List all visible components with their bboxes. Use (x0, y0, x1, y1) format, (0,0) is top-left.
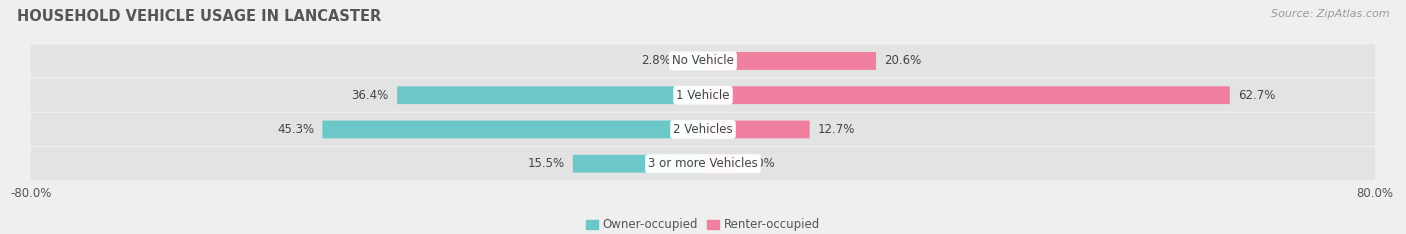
Text: 20.6%: 20.6% (884, 55, 922, 67)
Text: 62.7%: 62.7% (1239, 89, 1275, 102)
FancyBboxPatch shape (679, 52, 703, 70)
FancyBboxPatch shape (31, 44, 1375, 77)
FancyBboxPatch shape (703, 86, 1230, 104)
Text: 15.5%: 15.5% (527, 157, 564, 170)
FancyBboxPatch shape (703, 121, 810, 138)
FancyBboxPatch shape (31, 79, 1375, 112)
FancyBboxPatch shape (322, 121, 703, 138)
FancyBboxPatch shape (31, 113, 1375, 146)
Text: 45.3%: 45.3% (277, 123, 314, 136)
Text: Source: ZipAtlas.com: Source: ZipAtlas.com (1271, 9, 1389, 19)
FancyBboxPatch shape (396, 86, 703, 104)
FancyBboxPatch shape (572, 155, 703, 173)
Text: 3 or more Vehicles: 3 or more Vehicles (648, 157, 758, 170)
Text: No Vehicle: No Vehicle (672, 55, 734, 67)
Text: 2.8%: 2.8% (641, 55, 671, 67)
Text: 2 Vehicles: 2 Vehicles (673, 123, 733, 136)
Text: 1 Vehicle: 1 Vehicle (676, 89, 730, 102)
Legend: Owner-occupied, Renter-occupied: Owner-occupied, Renter-occupied (581, 214, 825, 234)
FancyBboxPatch shape (31, 147, 1375, 180)
FancyBboxPatch shape (703, 52, 876, 70)
Text: 36.4%: 36.4% (352, 89, 389, 102)
Text: 12.7%: 12.7% (818, 123, 855, 136)
FancyBboxPatch shape (703, 155, 737, 173)
Text: HOUSEHOLD VEHICLE USAGE IN LANCASTER: HOUSEHOLD VEHICLE USAGE IN LANCASTER (17, 9, 381, 24)
Text: 4.0%: 4.0% (745, 157, 775, 170)
